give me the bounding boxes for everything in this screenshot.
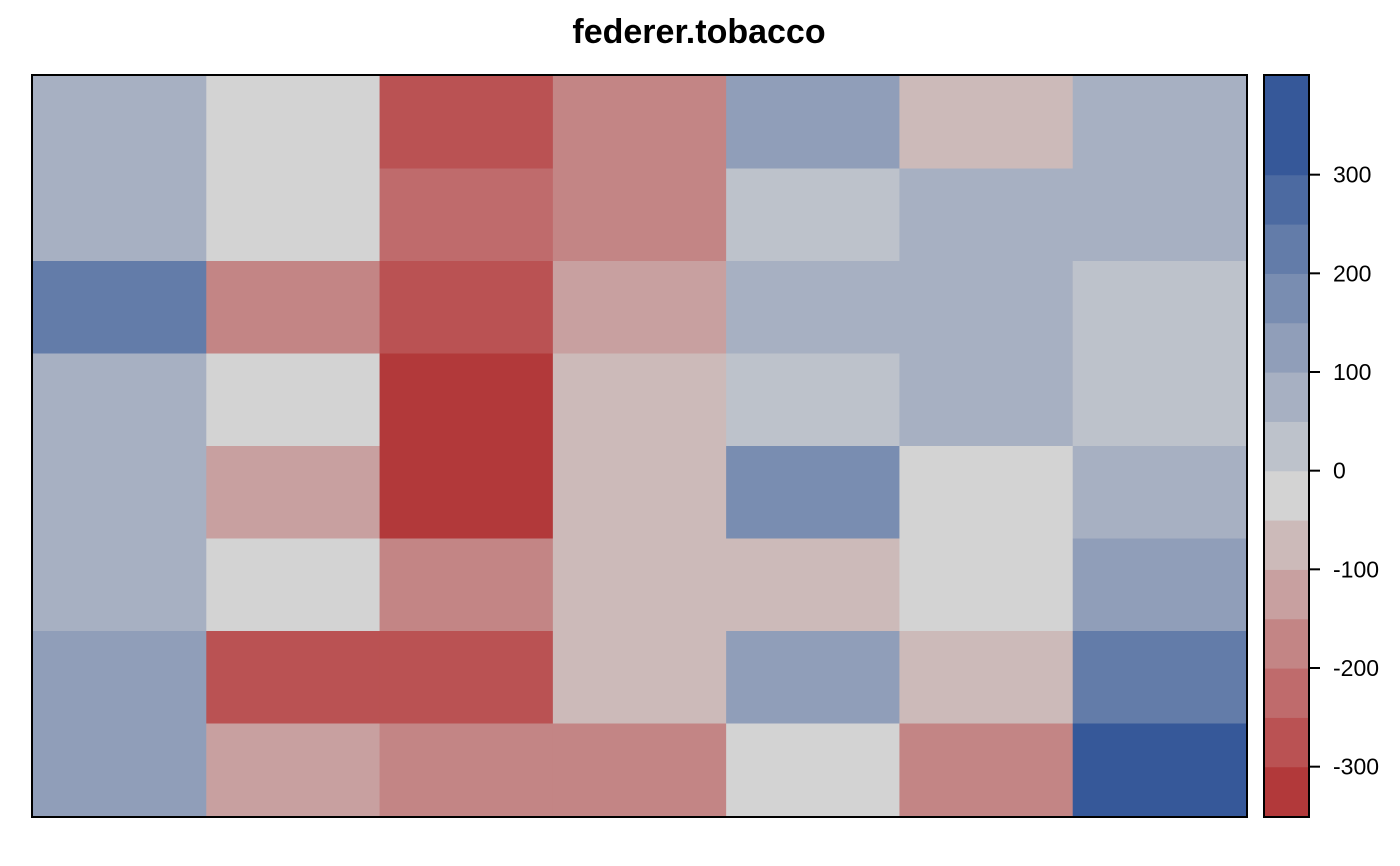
heatmap-cell (1072, 631, 1247, 725)
colorbar-bin (1265, 322, 1308, 373)
colorbar-tick-label: 100 (1333, 359, 1371, 385)
heatmap-cell (552, 76, 727, 170)
chart-title: federer.tobacco (572, 13, 825, 51)
heatmap-cell (899, 631, 1074, 725)
heatmap-cell (206, 723, 381, 817)
heatmap-cell (726, 446, 901, 540)
heatmap-cell (726, 353, 901, 447)
heatmap-cell (1072, 76, 1247, 170)
heatmap-cell (899, 168, 1074, 262)
heatmap-cell (33, 723, 207, 817)
heatmap-cell (899, 261, 1074, 355)
colorbar-frame (1263, 74, 1310, 818)
heatmap-cell (552, 631, 727, 725)
heatmap-cell (379, 353, 554, 447)
heatmap-cell (1072, 168, 1247, 262)
heatmap-cell (379, 631, 554, 725)
colorbar-ticks: -300 -200 -100 0 100 200 300 (1309, 162, 1379, 780)
heatmap-cell (33, 446, 207, 540)
heatmap-cell (206, 353, 381, 447)
heatmap-cell (726, 631, 901, 725)
heatmap-cell (726, 168, 901, 262)
heatmap-cell (379, 538, 554, 632)
heatmap-cell (379, 168, 554, 262)
heatmap-cell (33, 353, 207, 447)
heatmap-cell (33, 168, 207, 262)
plot-frame (31, 74, 1248, 818)
heatmap-cell (552, 261, 727, 355)
colorbar-bin (1265, 174, 1308, 225)
colorbar-tick-label: 300 (1333, 162, 1371, 188)
heatmap-cell (379, 76, 554, 170)
heatmap-cell (379, 723, 554, 817)
colorbar-bin (1265, 421, 1308, 472)
heatmap-cell (33, 76, 207, 170)
colorbar-bin (1265, 273, 1308, 324)
heatmap-cell (206, 631, 381, 725)
heatmap-cell (726, 76, 901, 170)
heatmap-cell (1072, 261, 1247, 355)
colorbar-bin (1265, 668, 1308, 718)
colorbar-tick-label: -100 (1333, 556, 1379, 582)
colorbar-bin (1265, 520, 1308, 570)
heatmap-cell (33, 261, 207, 355)
heatmap-cell (552, 723, 727, 817)
heatmap-cell (899, 353, 1074, 447)
colorbar-bin (1265, 224, 1308, 274)
heatmap-cell (379, 261, 554, 355)
heatmap-cell (1072, 446, 1247, 540)
colorbar-bin (1265, 76, 1308, 126)
heatmap-cell (552, 538, 727, 632)
heatmap-cell (379, 446, 554, 540)
heatmap-cell (552, 446, 727, 540)
heatmap-cell (726, 538, 901, 632)
colorbar-bin (1265, 717, 1308, 768)
colorbar-bin (1265, 125, 1308, 176)
heatmap-cell (899, 446, 1074, 540)
heatmap-cells (33, 76, 1247, 817)
colorbar-bin (1265, 569, 1308, 620)
heatmap-cell (206, 538, 381, 632)
colorbar-bin (1265, 470, 1308, 521)
heatmap-cell (206, 446, 381, 540)
colorbar-tick-label: -200 (1333, 655, 1379, 681)
heatmap-cell (899, 76, 1074, 170)
colorbar-bin (1265, 618, 1308, 669)
heatmap-cell (33, 538, 207, 632)
heatmap-cell (1072, 353, 1247, 447)
colorbar (1265, 76, 1308, 817)
heatmap-cell (206, 261, 381, 355)
heatmap-cell (726, 723, 901, 817)
colorbar-bin (1265, 766, 1308, 817)
heatmap-cell (552, 353, 727, 447)
heatmap-cell (552, 168, 727, 262)
heatmap-cell (899, 538, 1074, 632)
heatmap-cell (33, 631, 207, 725)
heatmap-cell (899, 723, 1074, 817)
heatmap-cell (1072, 723, 1247, 817)
heatmap-cell (726, 261, 901, 355)
colorbar-tick-label: -300 (1333, 754, 1379, 780)
heatmap-cell (1072, 538, 1247, 632)
colorbar-tick-label: 200 (1333, 260, 1371, 286)
heatmap-cell (206, 76, 381, 170)
heatmap-cell (206, 168, 381, 262)
colorbar-tick-label: 0 (1333, 458, 1346, 484)
colorbar-bin (1265, 372, 1308, 422)
